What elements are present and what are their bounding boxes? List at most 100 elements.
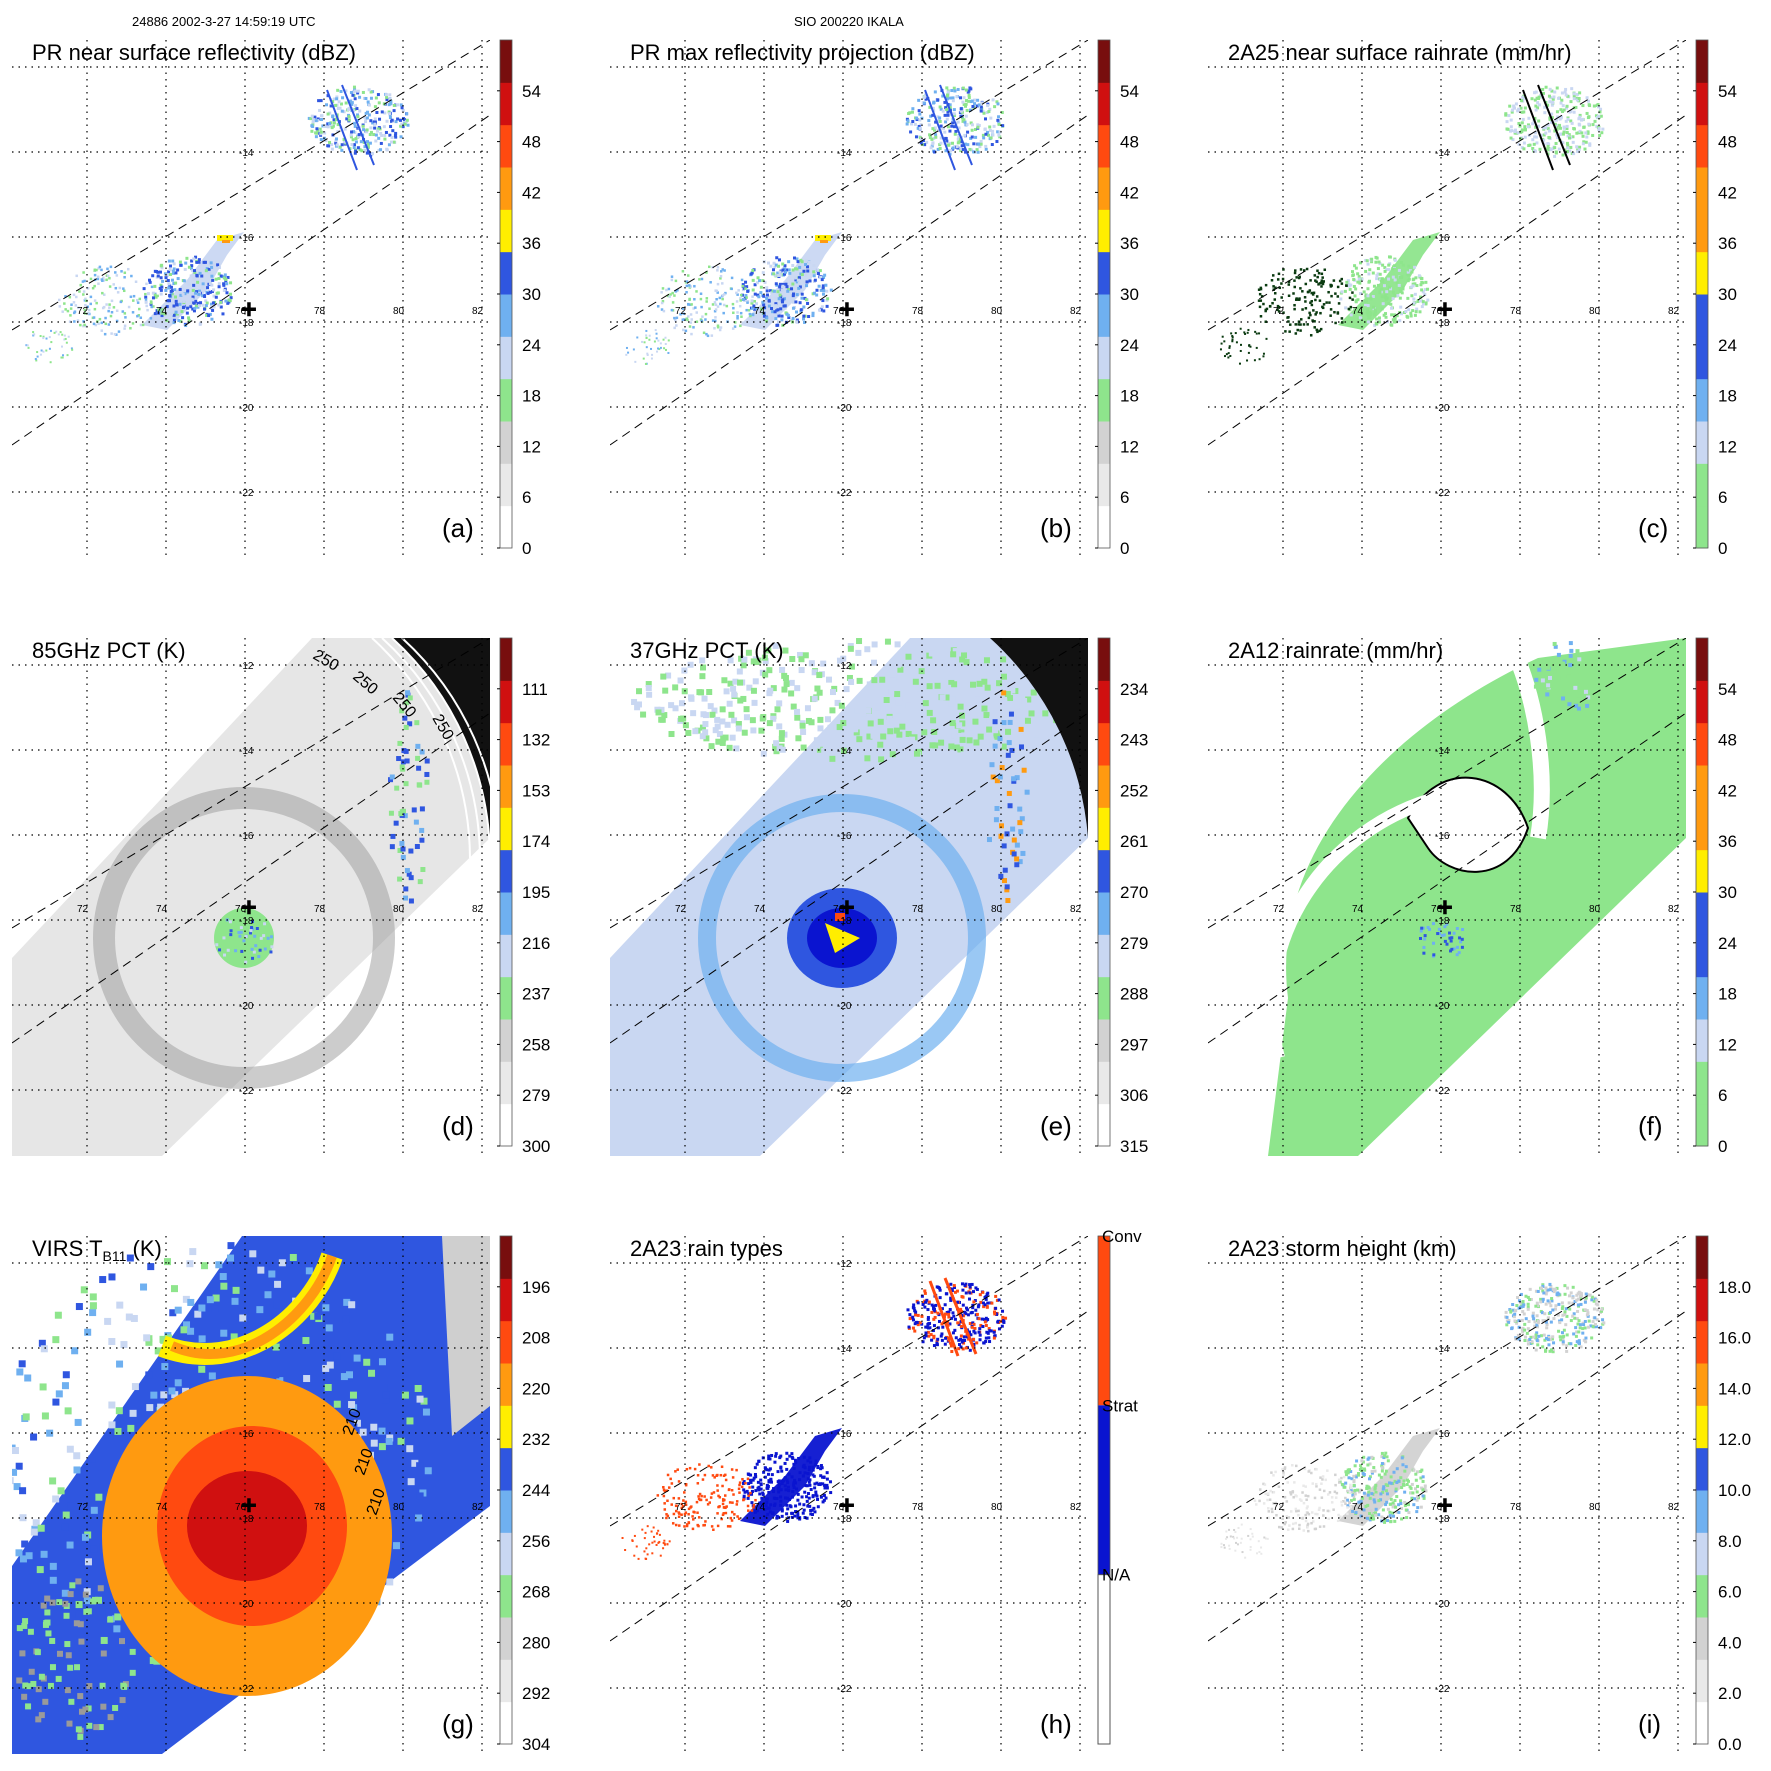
rain-pixel [167, 270, 171, 274]
rain-pixel [1315, 295, 1319, 298]
rain-pixel [405, 112, 409, 116]
rain-pixel [69, 314, 72, 317]
rain-pixel [1578, 129, 1582, 133]
rain-pixel [1373, 323, 1377, 327]
rain-pixel [939, 107, 943, 111]
rain-pixel [1347, 284, 1351, 288]
rain-pixel [1249, 345, 1252, 348]
rain-pixel [174, 310, 178, 314]
pct-pixel [905, 730, 912, 737]
x-tick-label: 74 [1352, 904, 1364, 915]
pct-pixel [977, 733, 984, 740]
pct-pixel [993, 695, 1000, 702]
rain-pixel [741, 298, 745, 302]
rain-pixel [948, 141, 952, 145]
rain-pixel [201, 294, 205, 298]
pct-pixel [781, 686, 788, 693]
virs-pixel [13, 1483, 21, 1491]
rain-pixel [924, 1331, 928, 1335]
virs-pixel [206, 1296, 214, 1304]
rain-pixel [218, 266, 222, 270]
rain-pixel [979, 139, 983, 143]
colorbar-segment [1696, 1103, 1708, 1147]
rain-pixel [1389, 302, 1393, 306]
rain-pixel [926, 1330, 930, 1334]
rain-pixel [720, 1517, 723, 1521]
rain-pixel [1329, 308, 1333, 311]
rain-pixel [1517, 142, 1521, 146]
rain-pixel [1561, 109, 1565, 113]
rain-pixel [786, 1507, 790, 1511]
rain-pixel [205, 301, 209, 305]
rain-pixel [1445, 922, 1449, 926]
rain-pixel [663, 1542, 666, 1545]
rain-pixel [349, 135, 353, 139]
rain-pixel [925, 140, 929, 144]
rain-pixel [210, 265, 214, 269]
rain-pixel [776, 308, 780, 312]
rain-pixel [1375, 274, 1379, 278]
rain-pixel [365, 128, 369, 132]
rain-pixel [209, 306, 213, 310]
rain-pixel [1411, 278, 1415, 282]
rain-pixel [1566, 674, 1571, 679]
rain-pixel [794, 1481, 798, 1485]
rain-pixel [980, 1317, 984, 1321]
rain-pixel [359, 140, 363, 144]
rain-pixel [800, 1495, 804, 1499]
rain-pixel [1277, 310, 1281, 313]
pct-pixel [1004, 690, 1011, 697]
swath-edge-line [610, 40, 1088, 331]
rain-pixel [1299, 287, 1302, 290]
rain-pixel [1258, 332, 1261, 335]
rain-pixel [761, 300, 765, 304]
rain-pixel [350, 130, 354, 134]
rain-pixel [705, 1498, 708, 1502]
rain-pixel [776, 290, 780, 294]
rain-pixel [655, 332, 658, 335]
rain-pixel [930, 144, 934, 148]
virs-pixel [107, 1714, 114, 1721]
rain-pixel [108, 303, 111, 306]
rain-pixel [34, 357, 37, 360]
y-tick-label: -14 [837, 148, 852, 159]
rain-pixel [131, 322, 135, 325]
rain-pixel [82, 271, 85, 274]
rain-pixel [170, 278, 174, 282]
rain-pixel [314, 131, 318, 135]
virs-pixel [62, 1600, 69, 1607]
pct-pixel [897, 666, 904, 673]
rain-pixel [921, 139, 925, 143]
rain-pixel [751, 278, 755, 282]
rain-pixel [787, 315, 791, 319]
rain-pixel [753, 1466, 757, 1470]
virs-pixel [52, 1495, 60, 1503]
rain-pixel [207, 314, 211, 318]
rain-pixel [682, 318, 686, 321]
rain-pixel [951, 141, 955, 145]
rain-pixel [1295, 276, 1298, 279]
rain-pixel [1460, 945, 1464, 949]
colorbar-segment [1098, 294, 1110, 337]
rain-pixel [123, 312, 127, 315]
rain-pixel [193, 306, 197, 310]
rain-pixel [769, 1503, 773, 1507]
rain-pixel [765, 293, 769, 297]
rain-pixel [169, 264, 173, 268]
pct-pixel [916, 691, 923, 698]
rain-pixel [377, 136, 381, 140]
pct-pixel [1015, 723, 1022, 730]
rain-pixel [735, 1503, 739, 1506]
pct-pixel [1002, 867, 1008, 873]
rain-pixel [667, 339, 670, 342]
rain-pixel [68, 295, 72, 299]
rain-pixel [996, 1320, 1000, 1324]
rain-pixel [791, 268, 795, 272]
rain-pixel [1380, 1451, 1384, 1455]
pct-pixel [817, 716, 824, 723]
rain-pixel [171, 259, 175, 263]
rain-pixel [972, 1322, 976, 1326]
rain-pixel [797, 281, 801, 285]
virs-pixel [89, 1309, 97, 1317]
pct-pixel [998, 833, 1004, 839]
